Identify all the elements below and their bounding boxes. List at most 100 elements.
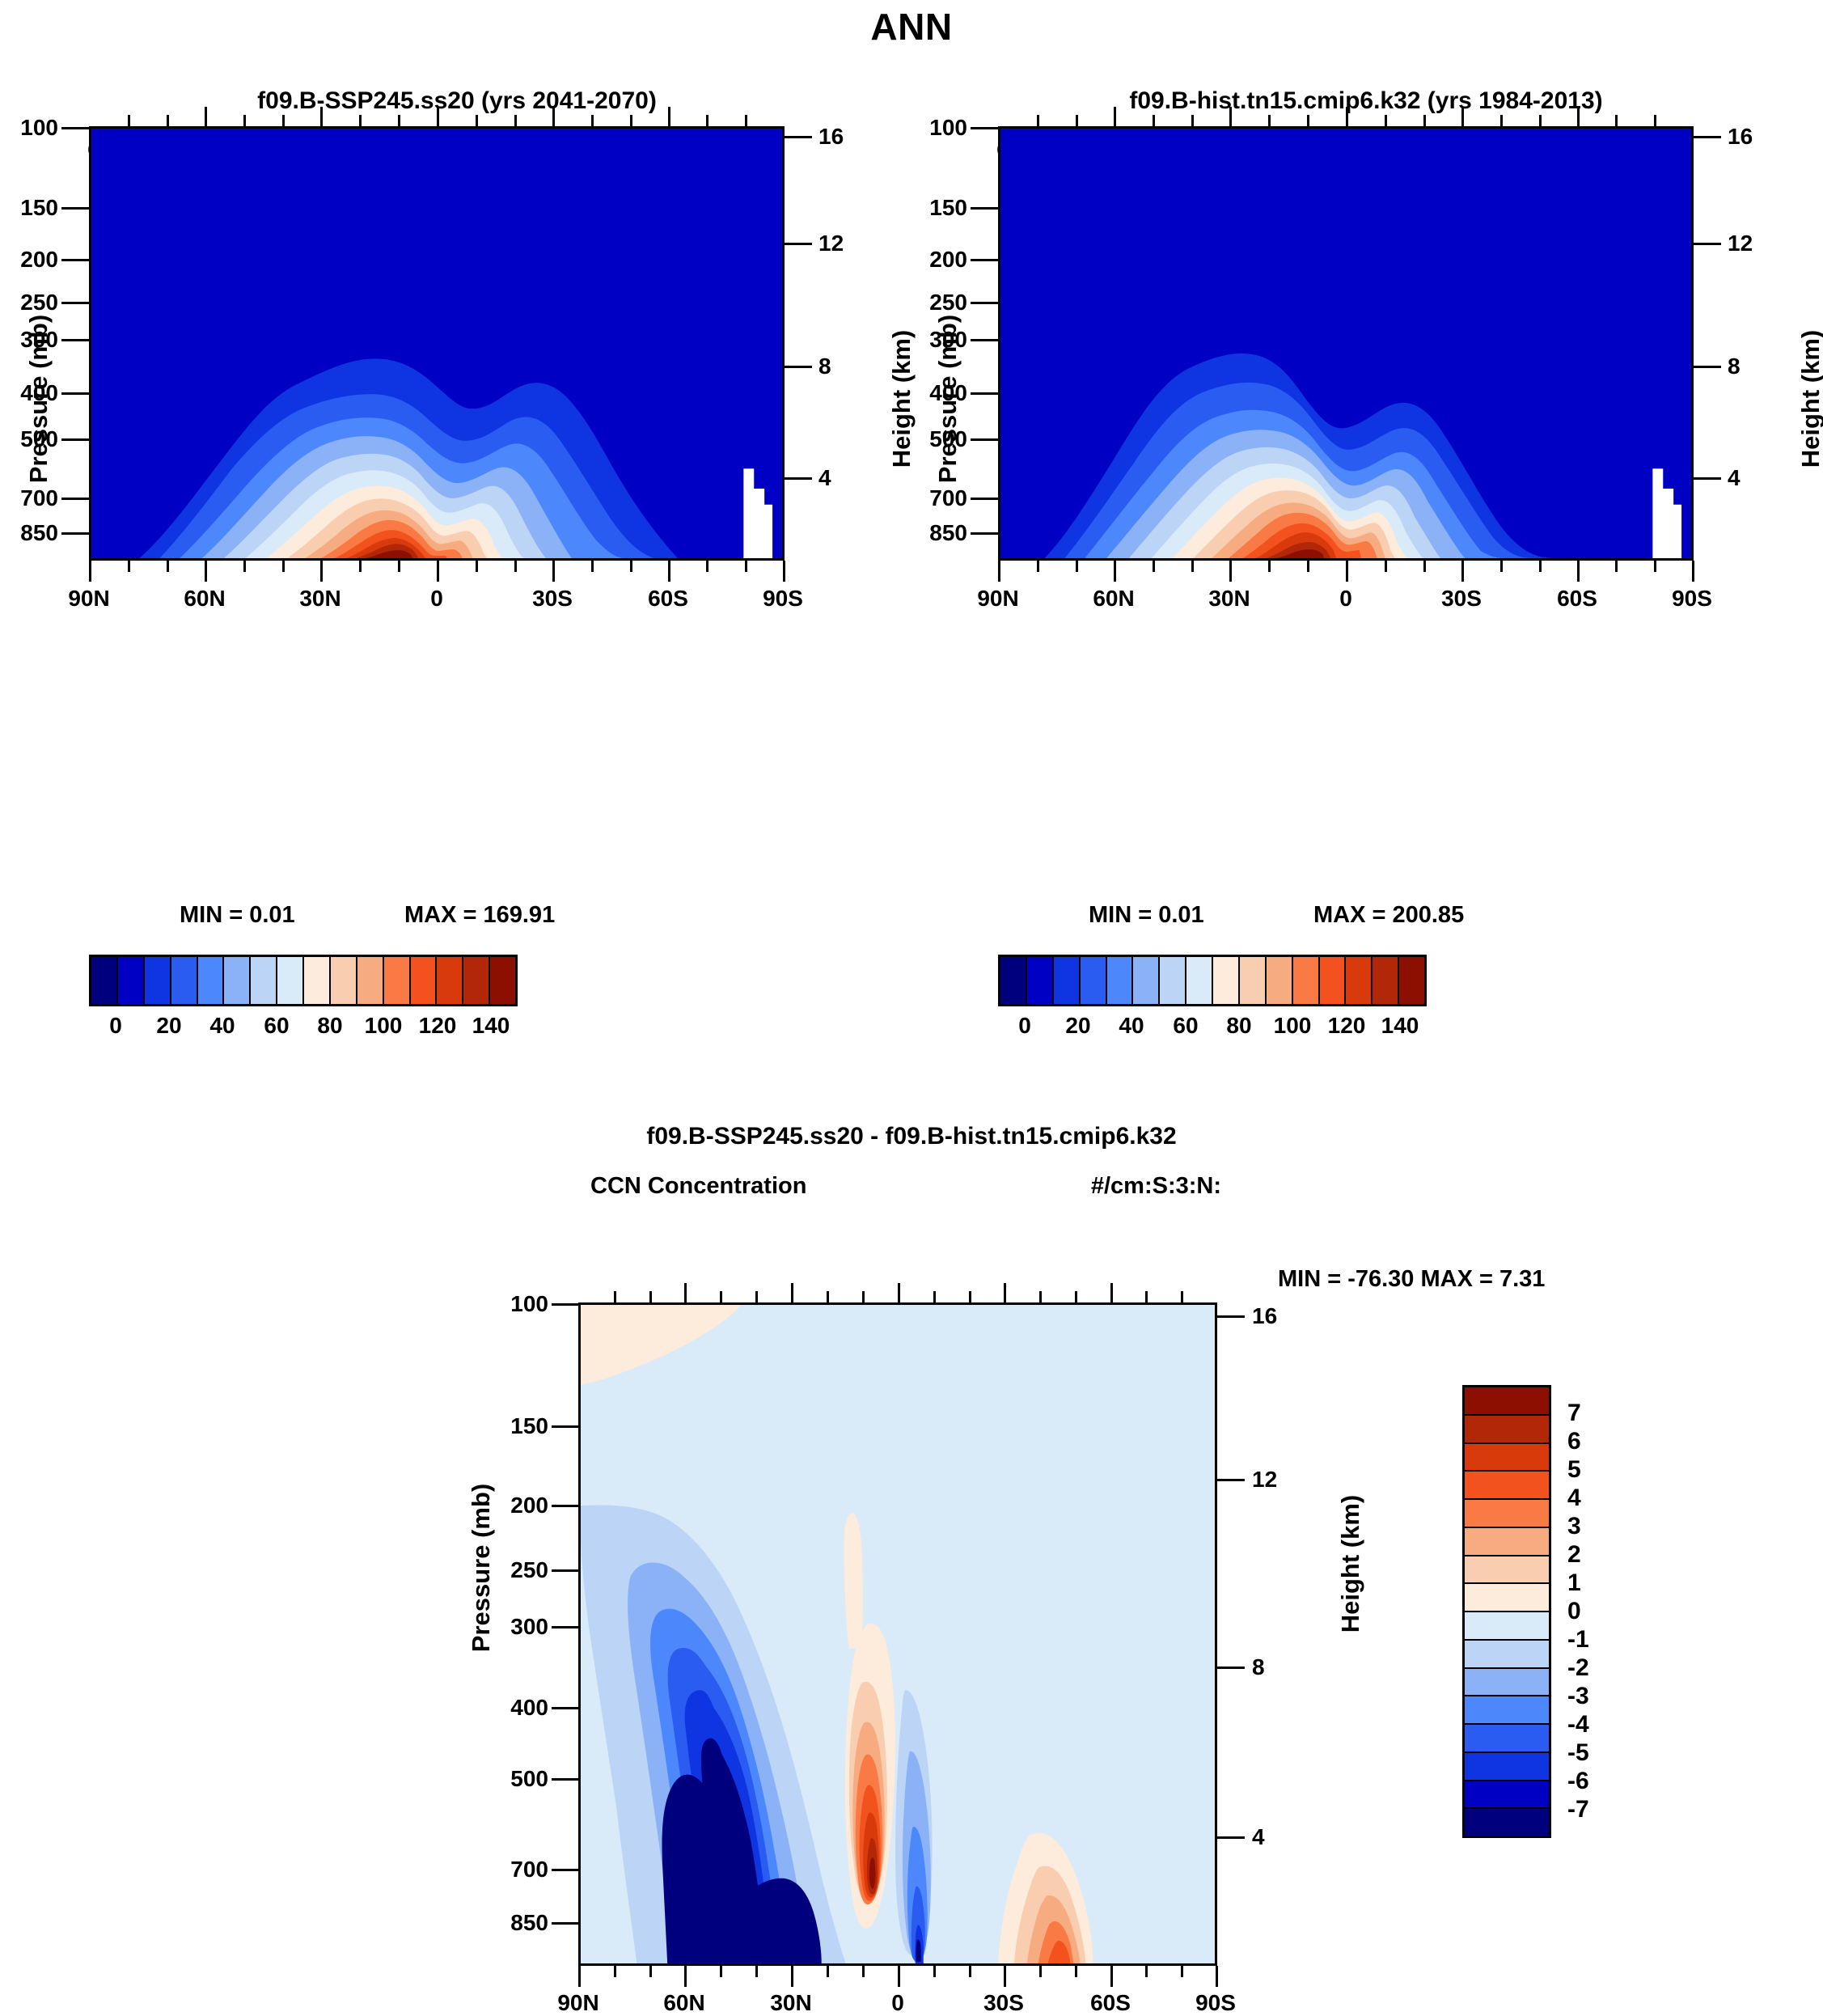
xtick: 90N xyxy=(977,586,1019,611)
panel-top-left-min-label: MIN = 0.01 xyxy=(180,902,295,928)
panel-top-right-title: f09.B-hist.tn15.cmip6.k32 (yrs 1984-2013… xyxy=(1129,87,1603,114)
xtick: 30S xyxy=(983,1990,1024,2015)
panel-top-left-max-label: MAX = 169.91 xyxy=(404,902,556,928)
colorbar-cell xyxy=(1465,1443,1549,1472)
colorbar-cell xyxy=(1053,957,1081,1004)
ytick: 300 xyxy=(510,1614,548,1639)
ytick: 150 xyxy=(510,1413,548,1438)
cbar-label: 80 xyxy=(317,1013,343,1038)
panel-bottom-plot-area xyxy=(578,1302,1217,1966)
colorbar-cell xyxy=(1373,957,1400,1004)
xtick: 60N xyxy=(184,586,226,611)
colorbar-cell xyxy=(1465,1725,1549,1753)
colorbar-cell xyxy=(1465,1809,1549,1836)
ytick: 300 xyxy=(20,327,58,352)
panel-bottom-minmax-text: MIN = -76.30 MAX = 7.31 xyxy=(1278,1266,1546,1292)
panel-bottom-variable-label: CCN Concentration xyxy=(590,1173,807,1199)
colorbar-cell xyxy=(1292,957,1320,1004)
colorbar-cell xyxy=(1399,957,1424,1004)
xtick: 60N xyxy=(663,1990,705,2015)
cbar-label: 40 xyxy=(1119,1013,1144,1038)
xtick: 60S xyxy=(648,586,688,611)
panel-top-left-colorbar[interactable] xyxy=(89,955,518,1006)
cbar-label: 20 xyxy=(156,1013,182,1038)
panel-top-right-contour-canvas xyxy=(1000,129,1691,558)
colorbar-cell xyxy=(1465,1640,1549,1669)
ytick: 500 xyxy=(510,1766,548,1791)
colorbar-cell xyxy=(224,957,252,1004)
panel-top-right-plot-area xyxy=(998,126,1694,561)
colorbar-cell xyxy=(1465,1527,1549,1556)
colorbar-cell xyxy=(1465,1500,1549,1528)
ytick: 100 xyxy=(929,115,967,140)
panel-top-left: f09.B-SSP245.ss20 (yrs 2041-2070) CCN Co… xyxy=(0,49,916,1116)
panel-bottom-title: f09.B-SSP245.ss20 - f09.B-hist.tn15.cmip… xyxy=(646,1123,1177,1150)
panel-top-left-title: f09.B-SSP245.ss20 (yrs 2041-2070) xyxy=(257,87,657,114)
colorbar-cell xyxy=(304,957,331,1004)
colorbar-cell xyxy=(1465,1387,1549,1416)
colorbar-cell xyxy=(1319,957,1347,1004)
cbar-label: 120 xyxy=(418,1013,457,1038)
colorbar-cell xyxy=(91,957,118,1004)
colorbar-cell xyxy=(1465,1556,1549,1585)
ytick: 850 xyxy=(20,520,58,545)
cbar-label: 60 xyxy=(264,1013,290,1038)
y2tick: 16 xyxy=(1728,124,1753,149)
colorbar-cell xyxy=(117,957,145,1004)
colorbar-cell xyxy=(490,957,515,1004)
ytick: 250 xyxy=(20,290,58,315)
xtick: 90N xyxy=(557,1990,599,2015)
ytick: 500 xyxy=(929,426,967,451)
colorbar-cell xyxy=(251,957,278,1004)
ytick: 150 xyxy=(20,195,58,220)
xtick: 0 xyxy=(430,586,443,611)
panel-bottom-y2label: Height (km) xyxy=(1336,1494,1364,1633)
colorbar-cell xyxy=(144,957,171,1004)
xtick: 60S xyxy=(1090,1990,1131,2015)
cbar-label: 120 xyxy=(1327,1013,1366,1038)
colorbar-cell xyxy=(1026,957,1054,1004)
y2tick: 8 xyxy=(818,354,831,379)
xtick: 0 xyxy=(891,1990,904,2015)
colorbar-cell xyxy=(1080,957,1107,1004)
colorbar-cell xyxy=(1160,957,1187,1004)
cbar-label: 0 xyxy=(109,1013,122,1038)
difference-colorbar[interactable] xyxy=(1462,1385,1551,1838)
y2tick: 12 xyxy=(818,231,844,256)
xtick: 30N xyxy=(299,586,341,611)
ytick: 100 xyxy=(20,115,58,140)
colorbar-cell xyxy=(383,957,411,1004)
colorbar-cell xyxy=(463,957,491,1004)
xtick: 60S xyxy=(1557,586,1597,611)
ytick: 200 xyxy=(929,247,967,272)
ytick: 700 xyxy=(20,485,58,510)
colorbar-cell xyxy=(1213,957,1240,1004)
colorbar-cell xyxy=(1186,957,1213,1004)
cbar-label: 100 xyxy=(1273,1013,1312,1038)
ytick: 850 xyxy=(510,1910,548,1935)
ytick: 850 xyxy=(929,520,967,545)
xtick: 30S xyxy=(532,586,573,611)
xtick: 60N xyxy=(1093,586,1135,611)
colorbar-cell xyxy=(1346,957,1373,1004)
y2tick: 16 xyxy=(1252,1303,1278,1328)
panel-top-right: f09.B-hist.tn15.cmip6.k32 (yrs 1984-2013… xyxy=(909,49,1823,1116)
ytick: 400 xyxy=(510,1695,548,1720)
panel-top-right-colorbar[interactable] xyxy=(998,955,1427,1006)
panel-top-left-plot-area xyxy=(89,126,785,561)
y2tick: 4 xyxy=(1252,1824,1265,1849)
panel-top-left-contour-canvas xyxy=(91,129,782,558)
panel-bottom-units-label: #/cm:S:3:N: xyxy=(1090,1173,1221,1199)
colorbar-cell xyxy=(1266,957,1293,1004)
panel-bottom-contour-canvas xyxy=(581,1305,1215,1963)
colorbar-cell xyxy=(1239,957,1267,1004)
ytick: 250 xyxy=(929,290,967,315)
panel-bottom-diff: f09.B-SSP245.ss20 - f09.B-hist.tn15.cmip… xyxy=(0,1108,1823,2015)
colorbar-cell xyxy=(1465,1668,1549,1697)
xtick: 0 xyxy=(1339,586,1352,611)
colorbar-cell xyxy=(357,957,384,1004)
colorbar-cell xyxy=(277,957,304,1004)
colorbar-cell xyxy=(1000,957,1027,1004)
colorbar-cell xyxy=(171,957,198,1004)
ytick: 400 xyxy=(20,380,58,405)
